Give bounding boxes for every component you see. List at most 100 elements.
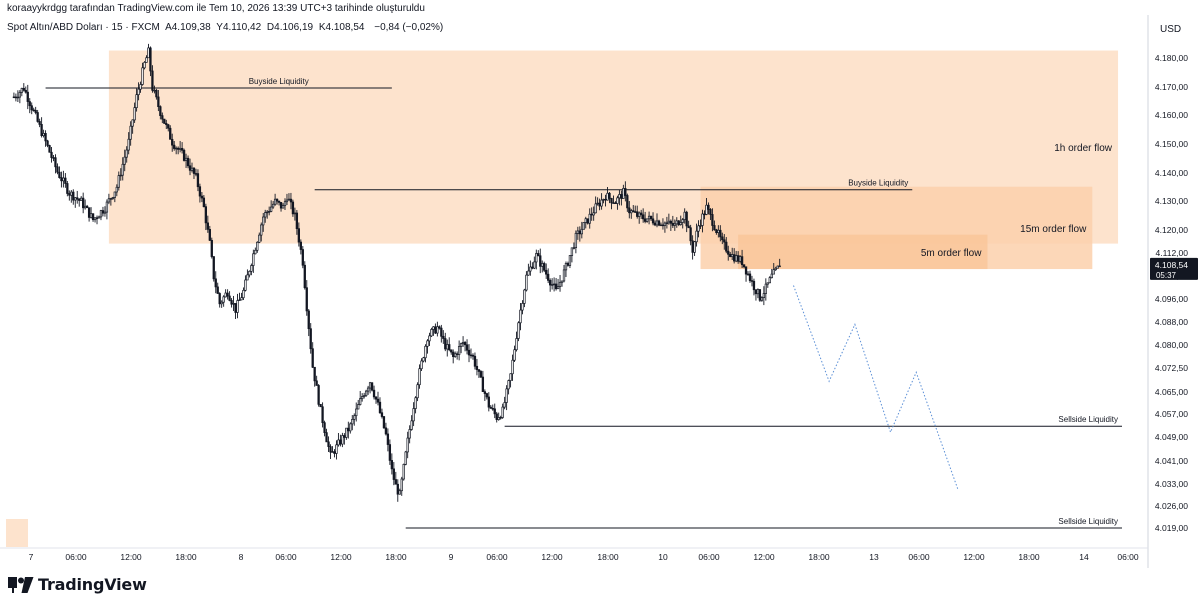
candle xyxy=(758,289,762,301)
candle xyxy=(586,218,589,224)
candle xyxy=(329,446,332,453)
candle xyxy=(529,266,532,272)
candle xyxy=(279,202,283,209)
candle xyxy=(315,380,318,386)
current-price-tag[interactable] xyxy=(1150,257,1198,280)
candle xyxy=(275,198,279,202)
candle xyxy=(283,201,287,207)
price-tick-label: 4.072,50 xyxy=(1155,363,1188,373)
liquidity-label-3: Sellside Liquidity xyxy=(1058,517,1118,526)
time-tick-label: 18:00 xyxy=(808,552,830,562)
currency-label[interactable]: USD xyxy=(1160,24,1181,35)
candle xyxy=(129,125,132,140)
candle xyxy=(178,147,182,150)
candle xyxy=(640,212,643,216)
candle xyxy=(675,220,678,225)
candle xyxy=(717,229,720,233)
candle xyxy=(693,241,696,253)
candle xyxy=(230,300,233,305)
candle xyxy=(505,388,508,403)
candle xyxy=(64,177,67,184)
candle xyxy=(740,256,744,266)
candle xyxy=(380,412,384,417)
candle xyxy=(713,225,716,231)
candle xyxy=(614,202,617,204)
candle xyxy=(204,206,208,224)
candle xyxy=(12,96,16,99)
candle xyxy=(161,115,164,120)
candle xyxy=(705,204,708,215)
candle xyxy=(42,133,45,136)
candle xyxy=(113,191,116,198)
candle xyxy=(545,269,548,275)
tradingview-logo[interactable]: TradingView xyxy=(8,575,147,594)
candle xyxy=(224,292,227,298)
candle xyxy=(192,167,196,174)
candle xyxy=(368,382,372,389)
candle xyxy=(208,229,211,241)
candle xyxy=(564,263,568,271)
candle xyxy=(175,147,178,150)
price-tick-label: 4.026,00 xyxy=(1155,501,1188,511)
liquidity-label-1: Buyside Liquidity xyxy=(848,179,908,188)
candle xyxy=(501,406,504,418)
candle xyxy=(123,156,126,165)
candle xyxy=(509,373,512,381)
price-tick-label: 4.088,00 xyxy=(1155,317,1188,327)
symbol-name[interactable]: Spot Altın/ABD Doları · 15 · FXCM xyxy=(7,22,160,33)
candle xyxy=(133,107,136,121)
candle xyxy=(436,326,439,334)
candle xyxy=(685,211,688,227)
candle xyxy=(552,283,556,286)
candle xyxy=(50,151,53,158)
candle xyxy=(52,157,55,159)
candle xyxy=(256,241,259,251)
bar-countdown: 05:37 xyxy=(1156,271,1177,280)
candle xyxy=(345,427,348,438)
candle xyxy=(681,219,684,223)
candle xyxy=(254,249,257,255)
candle xyxy=(285,199,289,203)
candle xyxy=(180,147,184,151)
price-tick-label: 4.120,00 xyxy=(1155,225,1188,235)
candle xyxy=(40,124,43,136)
candle xyxy=(547,273,550,281)
candle xyxy=(541,263,544,267)
candle xyxy=(457,346,461,355)
time-tick-label: 12:00 xyxy=(753,552,775,562)
liquidity-label-2: Sellside Liquidity xyxy=(1058,415,1118,424)
candle xyxy=(406,437,409,453)
candle xyxy=(196,173,200,188)
candle xyxy=(18,91,22,98)
candle xyxy=(525,274,528,291)
candle xyxy=(184,157,188,161)
candle xyxy=(143,62,146,69)
corner-swatch xyxy=(6,519,28,547)
candle xyxy=(752,280,756,291)
candle xyxy=(535,253,538,263)
candle xyxy=(74,197,77,201)
candle xyxy=(141,67,144,85)
candle xyxy=(34,109,37,113)
candle xyxy=(359,398,362,405)
candle xyxy=(485,393,488,398)
candle xyxy=(657,220,661,226)
candle xyxy=(325,432,328,443)
candle xyxy=(89,213,93,218)
ohlc-low: D4.106,19 xyxy=(266,22,314,33)
candle xyxy=(384,427,388,435)
candle xyxy=(149,47,152,72)
candle xyxy=(186,157,190,167)
price-tick-label: 4.112,00 xyxy=(1156,248,1189,258)
projection-path[interactable] xyxy=(793,285,959,490)
liquidity-label-0: Buyside Liquidity xyxy=(249,77,309,86)
candle xyxy=(56,166,59,173)
candle xyxy=(32,109,35,112)
candle xyxy=(489,406,492,409)
candle xyxy=(491,408,494,410)
candle xyxy=(135,94,138,109)
candle xyxy=(277,200,281,203)
candle xyxy=(190,167,194,171)
candle xyxy=(30,105,33,111)
